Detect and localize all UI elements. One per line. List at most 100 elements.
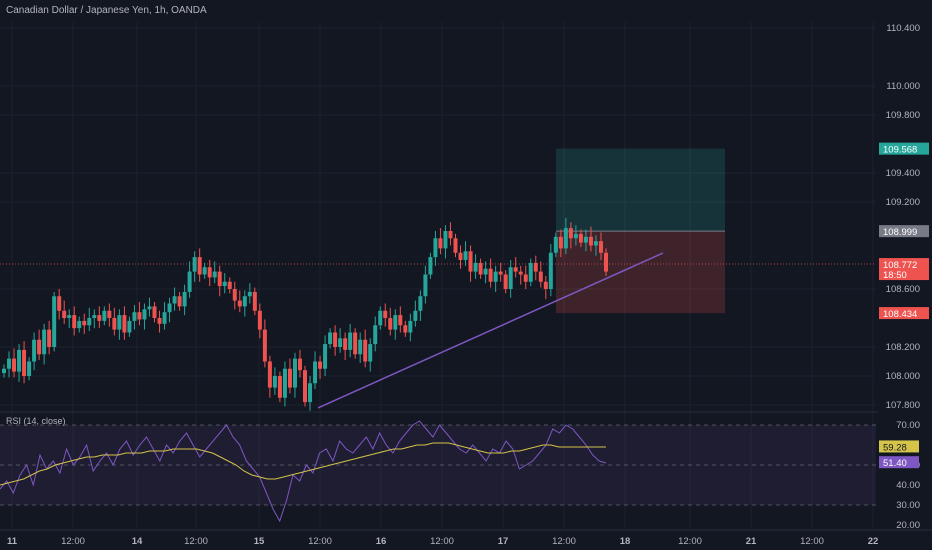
candle (313, 351, 318, 390)
candle-body (548, 252, 553, 289)
candle (47, 320, 52, 355)
candle (112, 307, 117, 336)
candle-body (282, 368, 287, 398)
candle (127, 316, 132, 337)
candle-body (578, 233, 583, 243)
candle-body (57, 296, 62, 311)
candle (122, 306, 127, 340)
time-tick-label: 12:00 (552, 536, 576, 547)
candle-body (528, 262, 533, 282)
candle-body (242, 296, 247, 307)
candle (187, 261, 192, 298)
rsi-band (0, 425, 876, 505)
candle (343, 332, 348, 361)
candle-body (498, 271, 503, 275)
candle-body (237, 300, 242, 307)
rsi-value-text: 59.28 (883, 442, 907, 453)
candle-body (42, 329, 47, 355)
time-axis[interactable]: 11 12:00 14 12:00 15 12:00 16 12:00 17 12:00 18 12:… (0, 529, 932, 550)
candle-body (463, 251, 468, 260)
candle (448, 222, 453, 246)
candle (433, 231, 438, 266)
candle (277, 371, 282, 403)
trendline[interactable] (317, 252, 664, 409)
candle (323, 335, 328, 376)
candle-body (353, 332, 358, 355)
candle (97, 306, 102, 329)
candle-body (303, 370, 307, 403)
candle-body (328, 332, 333, 345)
candle (408, 313, 413, 342)
candle-body (97, 315, 102, 321)
candle-body (538, 271, 543, 282)
rsi-tick-label: 30.00 (896, 500, 920, 511)
candle (82, 313, 87, 334)
candle-body (443, 231, 448, 249)
candle (473, 254, 478, 279)
candle (257, 303, 262, 339)
candle (227, 277, 232, 294)
rsi-value-text: 51.40 (883, 458, 907, 469)
candle (393, 309, 398, 340)
candle-body (563, 228, 568, 249)
candle-body (17, 349, 22, 372)
candle-body (593, 241, 598, 246)
price-label-target-text: 109.568 (883, 145, 917, 156)
candle (438, 228, 443, 255)
candle-body (32, 339, 37, 362)
candle (563, 217, 568, 255)
countdown-text: 18:50 (883, 270, 907, 281)
time-tick-label: 14 (132, 536, 143, 547)
candle-body (338, 338, 343, 347)
candle-body (287, 368, 292, 388)
candle (87, 307, 92, 332)
candle-body (122, 315, 127, 333)
candle (578, 229, 583, 247)
candle-body (142, 309, 147, 320)
candle-body (147, 306, 152, 310)
candle (483, 261, 488, 284)
candle-body (252, 291, 257, 311)
candle (463, 241, 468, 266)
candle-body (358, 339, 363, 355)
candle-body (212, 271, 217, 278)
candle-body (333, 332, 338, 347)
candle-body (127, 320, 132, 333)
candle (217, 265, 222, 297)
candle-body (533, 262, 538, 272)
candles (2, 217, 608, 411)
candle (212, 261, 217, 284)
candle-body (503, 274, 508, 289)
candle (443, 225, 448, 259)
currency-button[interactable]: JPY (880, 3, 916, 20)
candle (177, 291, 182, 311)
trendline-line (317, 252, 664, 409)
candle-body (393, 315, 398, 330)
candle (528, 258, 533, 287)
candle (403, 320, 408, 337)
candle-body (583, 236, 588, 243)
candle (267, 355, 272, 398)
candle (242, 290, 247, 317)
candle (493, 265, 498, 292)
price-tick-label: 109.800 (886, 110, 920, 121)
candle-body (418, 296, 423, 311)
time-tick-label: 15 (254, 536, 265, 547)
candle (167, 297, 172, 323)
candle-body (378, 310, 383, 326)
rsi-title: RSI (14, close) (6, 416, 66, 426)
candle (77, 316, 82, 333)
candle-body (423, 274, 428, 297)
candle-body (7, 358, 12, 369)
candle (428, 252, 433, 279)
price-tick-label: 107.800 (886, 400, 920, 411)
candle (598, 232, 603, 260)
price-axis[interactable]: 110.400 110.000 109.800 109.400 109.200 108.6… (878, 0, 932, 550)
candle (222, 273, 227, 294)
candle (17, 344, 22, 382)
candle-body (2, 368, 6, 374)
candle-body (478, 262, 483, 275)
candle (518, 265, 523, 285)
candle (142, 303, 147, 330)
